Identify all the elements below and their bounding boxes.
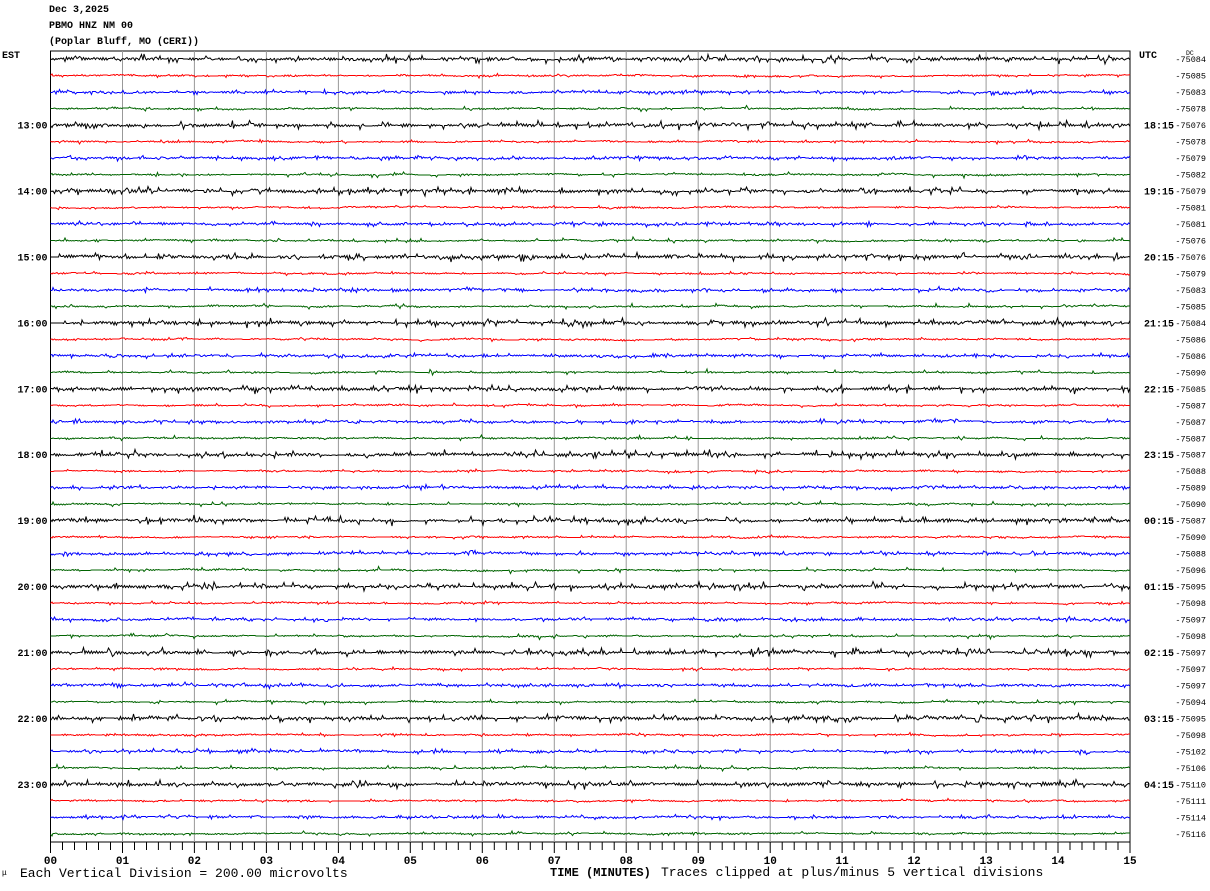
svg-text:13:00: 13:00 [18,122,48,133]
svg-text:-75083: -75083 [1175,286,1206,296]
svg-text:-75095: -75095 [1175,714,1206,724]
svg-text:15: 15 [1123,856,1137,868]
svg-text:18:15: 18:15 [1144,122,1174,133]
svg-text:23:00: 23:00 [18,781,48,792]
svg-text:DC: DC [1186,50,1194,57]
svg-text:-75087: -75087 [1175,418,1206,428]
svg-text:-75076: -75076 [1175,237,1206,247]
svg-text:-75085: -75085 [1175,302,1206,312]
svg-text:PBMO HNZ NM 00: PBMO HNZ NM 00 [49,21,133,32]
svg-text:-75090: -75090 [1175,500,1206,510]
svg-text:21:15: 21:15 [1144,319,1174,330]
svg-text:15:00: 15:00 [18,254,48,265]
svg-text:-75085: -75085 [1175,385,1206,395]
svg-text:18:00: 18:00 [18,451,48,462]
svg-text:-75097: -75097 [1175,681,1206,691]
svg-text:-75090: -75090 [1175,368,1206,378]
svg-text:-75079: -75079 [1175,187,1206,197]
svg-text:22:00: 22:00 [18,715,48,726]
svg-text:UTC: UTC [1139,51,1157,62]
svg-text:-75081: -75081 [1175,220,1206,230]
svg-text:-75084: -75084 [1175,319,1206,329]
svg-text:-75097: -75097 [1175,665,1206,675]
svg-text:-75078: -75078 [1175,138,1206,148]
svg-text:14:00: 14:00 [18,188,48,199]
svg-text:-75086: -75086 [1175,335,1206,345]
svg-text:TIME (MINUTES): TIME (MINUTES) [550,866,651,880]
svg-text:-75116: -75116 [1175,830,1206,840]
svg-text:-75087: -75087 [1175,517,1206,527]
svg-text:-75078: -75078 [1175,105,1206,115]
svg-text:Dec 3,2025: Dec 3,2025 [49,5,109,16]
svg-text:-75085: -75085 [1175,72,1206,82]
svg-text:-75076: -75076 [1175,253,1206,263]
svg-text:-75102: -75102 [1175,747,1206,757]
svg-text:-75079: -75079 [1175,270,1206,280]
svg-text:μ: μ [2,869,7,878]
svg-text:-75087: -75087 [1175,451,1206,461]
svg-text:-75088: -75088 [1175,467,1206,477]
svg-text:-75096: -75096 [1175,566,1206,576]
svg-text:-75089: -75089 [1175,484,1206,494]
svg-text:-75098: -75098 [1175,731,1206,741]
svg-text:21:00: 21:00 [18,649,48,660]
svg-text:19:00: 19:00 [18,517,48,528]
svg-text:00:15: 00:15 [1144,517,1174,528]
svg-text:19:15: 19:15 [1144,188,1174,199]
svg-text:20:00: 20:00 [18,583,48,594]
svg-text:-75114: -75114 [1175,813,1206,823]
svg-text:-75094: -75094 [1175,698,1206,708]
svg-text:20:15: 20:15 [1144,254,1174,265]
svg-text:(Poplar Bluff, MO (CERI)): (Poplar Bluff, MO (CERI)) [49,36,199,48]
svg-text:14: 14 [1051,856,1065,868]
svg-text:EST: EST [2,51,20,62]
svg-text:03:15: 03:15 [1144,715,1174,726]
svg-text:-75098: -75098 [1175,632,1206,642]
svg-text:-75087: -75087 [1175,401,1206,411]
svg-text:06: 06 [476,856,489,868]
svg-text:-75076: -75076 [1175,121,1206,131]
svg-text:17:00: 17:00 [18,385,48,396]
svg-text:-75086: -75086 [1175,352,1206,362]
svg-text:-75110: -75110 [1175,780,1206,790]
svg-text:-75081: -75081 [1175,204,1206,214]
svg-text:-75098: -75098 [1175,599,1206,609]
svg-text:-75090: -75090 [1175,533,1206,543]
svg-text:22:15: 22:15 [1144,385,1174,396]
svg-text:02:15: 02:15 [1144,649,1174,660]
svg-text:-75097: -75097 [1175,649,1206,659]
svg-text:23:15: 23:15 [1144,451,1174,462]
svg-text:-75097: -75097 [1175,616,1206,626]
svg-text:Traces clipped at plus/minus 5: Traces clipped at plus/minus 5 vertical … [661,865,1043,880]
svg-text:04:15: 04:15 [1144,781,1174,792]
svg-text:-75088: -75088 [1175,550,1206,560]
svg-text:-75079: -75079 [1175,154,1206,164]
svg-text:-75095: -75095 [1175,583,1206,593]
svg-text:Each Vertical Division = 200.: Each Vertical Division = 200.00 microvol… [20,866,348,881]
svg-text:01:15: 01:15 [1144,583,1174,594]
svg-text:-75111: -75111 [1175,797,1206,807]
svg-text:-75087: -75087 [1175,434,1206,444]
svg-text:16:00: 16:00 [18,319,48,330]
svg-text:05: 05 [404,856,418,868]
svg-text:-75106: -75106 [1175,764,1206,774]
svg-text:-75082: -75082 [1175,171,1206,181]
svg-text:-75083: -75083 [1175,88,1206,98]
